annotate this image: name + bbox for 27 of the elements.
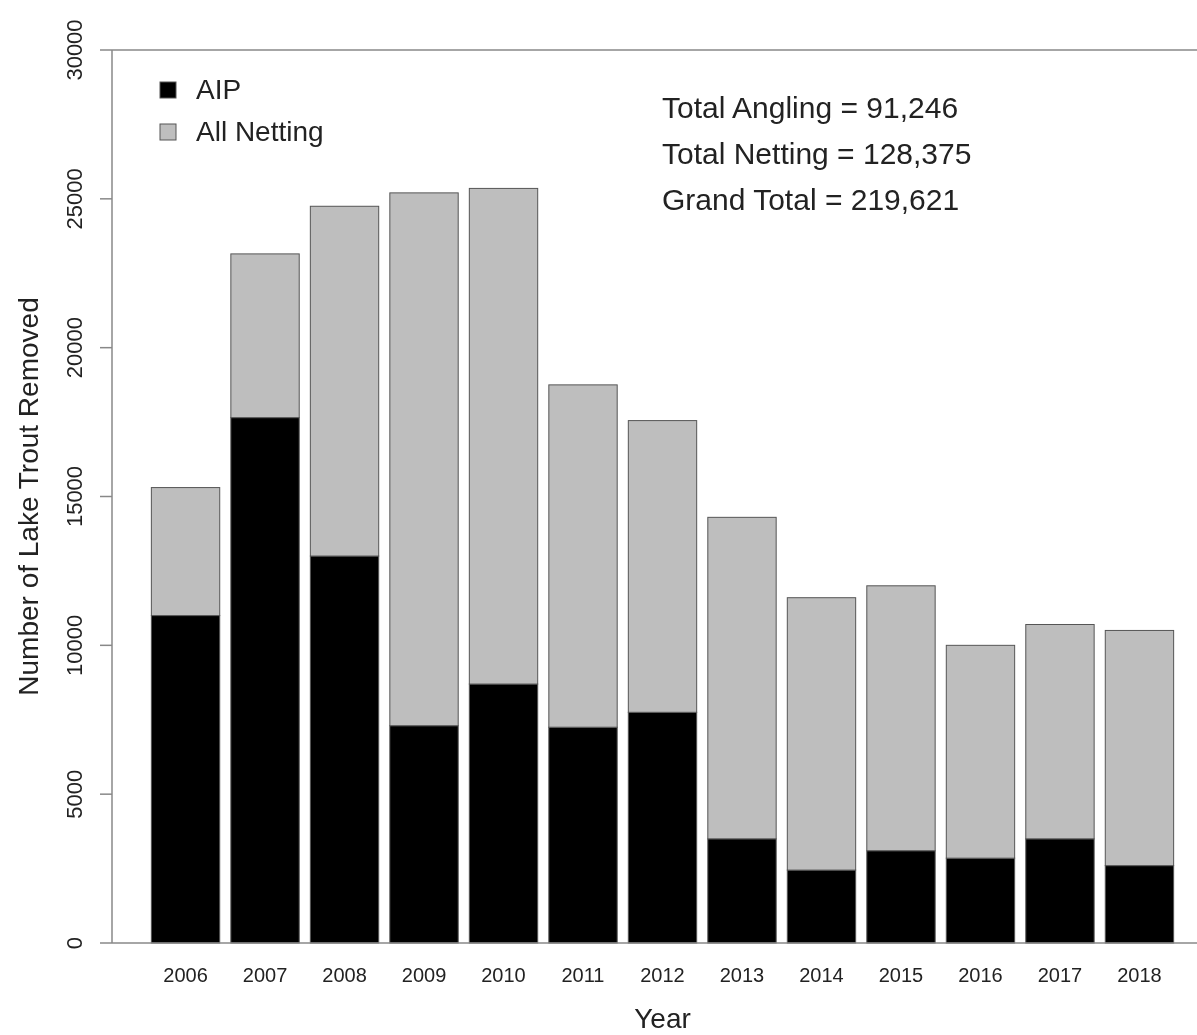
legend-label: AIP	[196, 74, 242, 105]
annotation: Total Netting = 128,375	[662, 137, 972, 170]
x-tick-label: 2011	[561, 964, 605, 986]
legend-label: All Netting	[196, 116, 324, 147]
y-axis-title: Number of Lake Trout Removed	[13, 297, 44, 696]
x-tick-label: 2017	[1037, 964, 1083, 986]
x-tick-label: 2015	[878, 964, 924, 986]
x-tick-label: 2013	[719, 964, 765, 986]
y-tick-label: 0	[62, 936, 87, 950]
x-tick-label: 2014	[799, 964, 844, 986]
x-axis-title: Year	[634, 1003, 691, 1034]
y-tick-label: 20000	[62, 317, 87, 379]
x-tick-label: 2007	[242, 964, 288, 986]
y-tick-label: 30000	[62, 19, 87, 81]
y-tick-label: 25000	[62, 168, 87, 230]
annotation: Total Angling = 91,246	[662, 91, 959, 124]
x-tick-label: 2006	[163, 964, 208, 986]
x-tick-label: 2016	[958, 964, 1003, 986]
annotation: Grand Total = 219,621	[662, 183, 960, 216]
y-tick-label: 15000	[62, 465, 87, 528]
y-tick-label: 5000	[62, 769, 87, 819]
x-tick-label: 2012	[640, 964, 685, 986]
x-tick-label: 2010	[481, 964, 526, 986]
x-tick-label: 2018	[1117, 964, 1162, 986]
x-tick-label: 2008	[322, 964, 367, 986]
x-tick-label: 2009	[401, 964, 447, 986]
y-tick-label: 10000	[62, 614, 87, 676]
